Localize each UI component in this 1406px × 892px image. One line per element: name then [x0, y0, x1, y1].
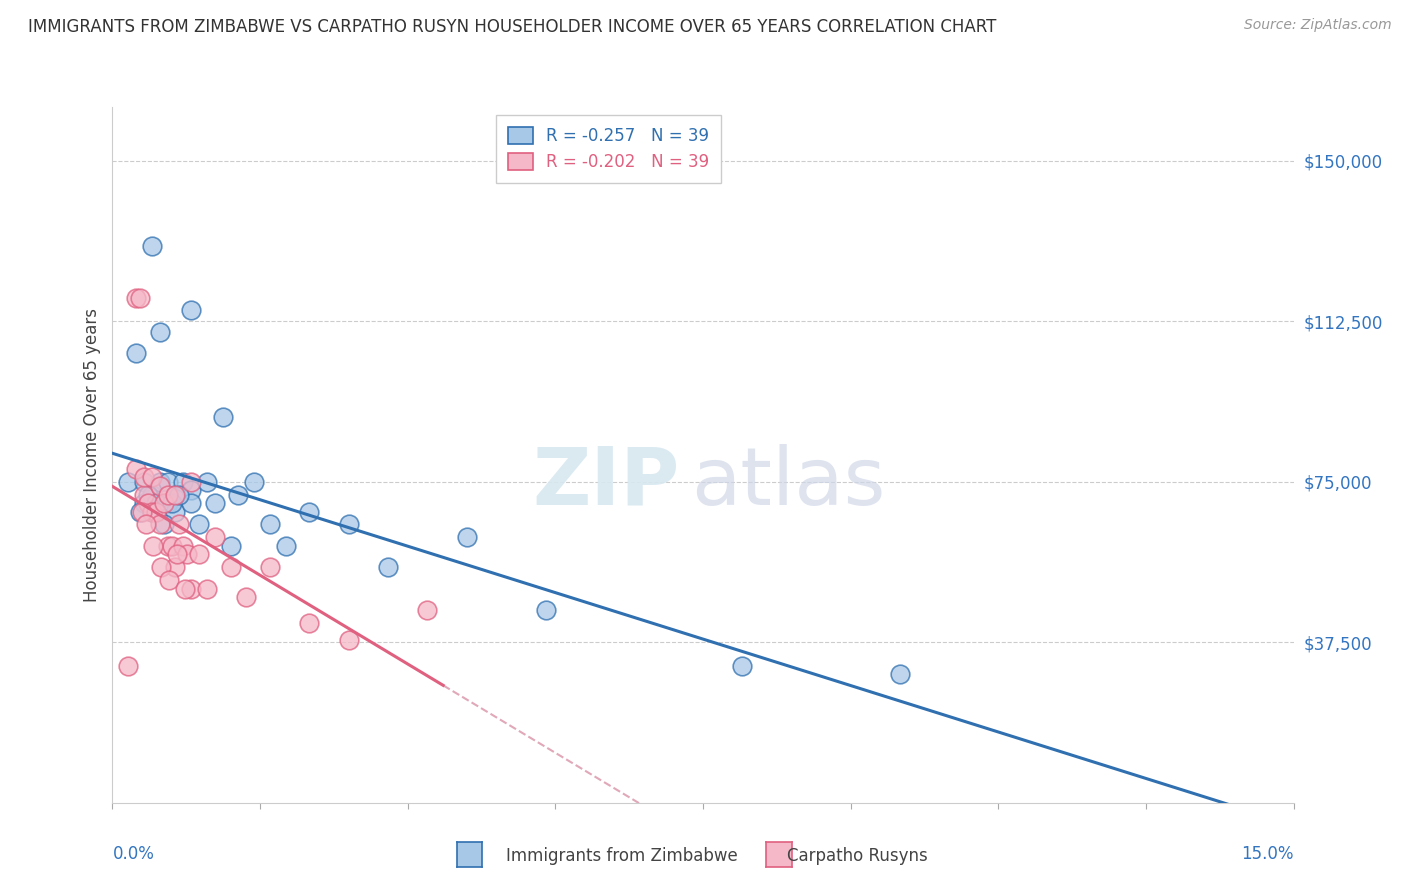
- Point: [298, 615, 321, 630]
- Point: [132, 487, 155, 501]
- Point: [132, 470, 155, 484]
- Point: [149, 479, 172, 493]
- Point: [129, 291, 152, 305]
- Point: [731, 658, 754, 673]
- Text: 15.0%: 15.0%: [1241, 845, 1294, 863]
- Point: [117, 475, 139, 489]
- Point: [136, 496, 159, 510]
- Point: [235, 591, 257, 605]
- Point: [188, 548, 211, 562]
- Point: [180, 303, 202, 318]
- Y-axis label: Householder Income Over 65 years: Householder Income Over 65 years: [83, 308, 101, 602]
- Point: [274, 539, 297, 553]
- Point: [259, 517, 281, 532]
- Point: [180, 496, 202, 510]
- Point: [132, 475, 155, 489]
- Point: [141, 239, 163, 253]
- Point: [228, 487, 250, 501]
- Text: atlas: atlas: [692, 443, 886, 522]
- Point: [152, 517, 174, 532]
- Point: [180, 582, 202, 596]
- Point: [149, 325, 172, 339]
- Point: [534, 603, 557, 617]
- Point: [176, 548, 198, 562]
- Text: Immigrants from Zimbabwe: Immigrants from Zimbabwe: [506, 847, 738, 865]
- Point: [156, 496, 179, 510]
- Point: [141, 505, 163, 519]
- Point: [125, 346, 148, 360]
- Point: [165, 487, 187, 501]
- Point: [145, 505, 167, 519]
- Legend: R = -0.257   N = 39, R = -0.202   N = 39: R = -0.257 N = 39, R = -0.202 N = 39: [496, 115, 721, 183]
- Point: [149, 517, 172, 532]
- Point: [195, 475, 218, 489]
- Point: [165, 487, 187, 501]
- Point: [125, 462, 148, 476]
- Point: [132, 496, 155, 510]
- Point: [188, 517, 211, 532]
- Point: [195, 582, 218, 596]
- Point: [416, 603, 439, 617]
- Point: [166, 548, 188, 562]
- Point: [160, 496, 183, 510]
- Text: IMMIGRANTS FROM ZIMBABWE VS CARPATHO RUSYN HOUSEHOLDER INCOME OVER 65 YEARS CORR: IMMIGRANTS FROM ZIMBABWE VS CARPATHO RUS…: [28, 18, 997, 36]
- Text: Carpatho Rusyns: Carpatho Rusyns: [787, 847, 928, 865]
- Point: [169, 517, 191, 532]
- Point: [165, 560, 187, 574]
- Point: [243, 475, 266, 489]
- Point: [337, 633, 360, 648]
- Point: [156, 487, 179, 501]
- Point: [150, 560, 173, 574]
- Point: [180, 483, 202, 498]
- Point: [337, 517, 360, 532]
- Point: [156, 475, 179, 489]
- Point: [165, 505, 187, 519]
- Point: [157, 573, 180, 587]
- Point: [172, 475, 194, 489]
- Point: [169, 487, 191, 501]
- Point: [174, 582, 197, 596]
- Point: [180, 475, 202, 489]
- Text: ZIP: ZIP: [531, 443, 679, 522]
- Point: [125, 291, 148, 305]
- Point: [152, 496, 174, 510]
- Text: Source: ZipAtlas.com: Source: ZipAtlas.com: [1244, 18, 1392, 32]
- Point: [204, 530, 226, 544]
- Point: [156, 539, 179, 553]
- Point: [141, 505, 163, 519]
- Point: [889, 667, 911, 681]
- Point: [129, 505, 152, 519]
- Point: [136, 487, 159, 501]
- Point: [211, 410, 233, 425]
- Point: [141, 487, 163, 501]
- Point: [145, 496, 167, 510]
- Point: [204, 496, 226, 510]
- Point: [142, 539, 165, 553]
- Point: [377, 560, 399, 574]
- Point: [160, 539, 183, 553]
- Point: [131, 505, 153, 519]
- Point: [135, 517, 157, 532]
- Text: 0.0%: 0.0%: [112, 845, 155, 863]
- Point: [172, 539, 194, 553]
- Point: [141, 470, 163, 484]
- Point: [259, 560, 281, 574]
- Point: [456, 530, 478, 544]
- Point: [149, 475, 172, 489]
- Point: [219, 539, 242, 553]
- Point: [117, 658, 139, 673]
- Point: [219, 560, 242, 574]
- Point: [298, 505, 321, 519]
